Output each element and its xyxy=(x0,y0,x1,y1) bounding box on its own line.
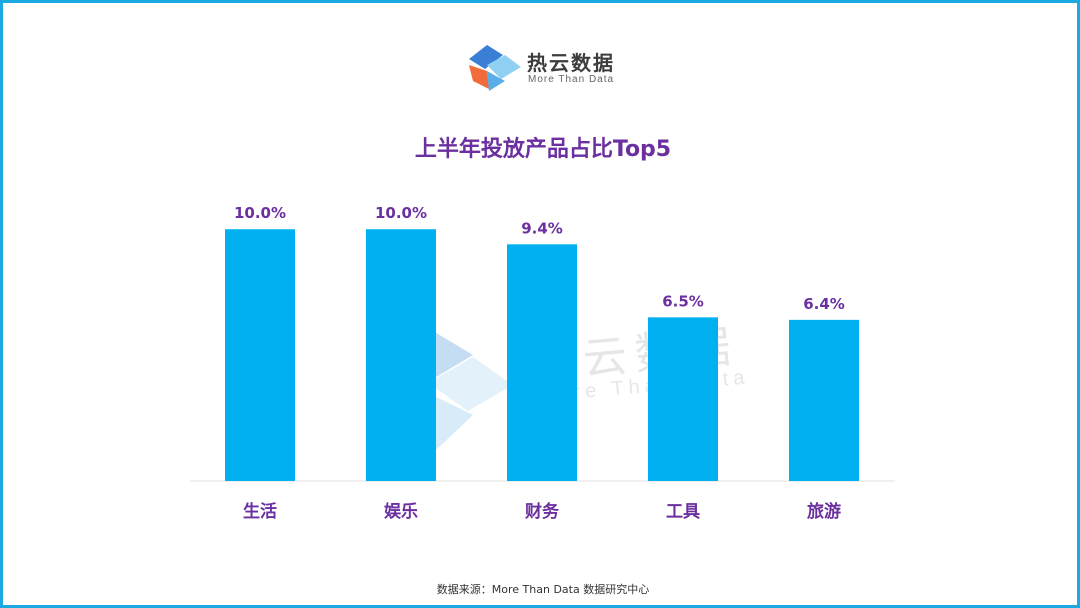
bar-生活 xyxy=(225,229,295,481)
category-label: 财务 xyxy=(524,501,560,522)
value-label: 9.4% xyxy=(521,219,563,237)
bar-series: 10.0% 生活 10.0% 娱乐 9.4% 财务 6.5% 工具 6.4% 旅游 xyxy=(225,204,859,522)
brand-name: 热云数据 xyxy=(527,51,615,75)
logo-cube-icon xyxy=(469,45,521,91)
value-label: 10.0% xyxy=(234,204,286,222)
category-label: 工具 xyxy=(666,502,700,522)
category-label: 生活 xyxy=(243,501,277,522)
category-label: 旅游 xyxy=(807,501,841,522)
bar-chart: 10.0% 生活 10.0% 娱乐 9.4% 财务 6.5% 工具 6.4% 旅游 xyxy=(190,204,895,522)
chart-title: 上半年投放产品占比Top5 xyxy=(414,137,672,162)
bar-娱乐 xyxy=(366,229,436,481)
source-note: 数据来源：More Than Data 数据研究中心 xyxy=(436,583,650,596)
bar-旅游 xyxy=(789,319,859,481)
bar-工具 xyxy=(648,317,718,481)
value-label: 6.5% xyxy=(662,292,704,310)
category-label: 娱乐 xyxy=(384,501,418,522)
brand-tagline: More Than Data xyxy=(528,74,615,85)
value-label: 6.4% xyxy=(803,295,845,313)
brand-logo: 热云数据 More Than Data xyxy=(465,41,635,95)
value-label: 10.0% xyxy=(375,204,427,222)
bar-财务 xyxy=(507,244,577,481)
